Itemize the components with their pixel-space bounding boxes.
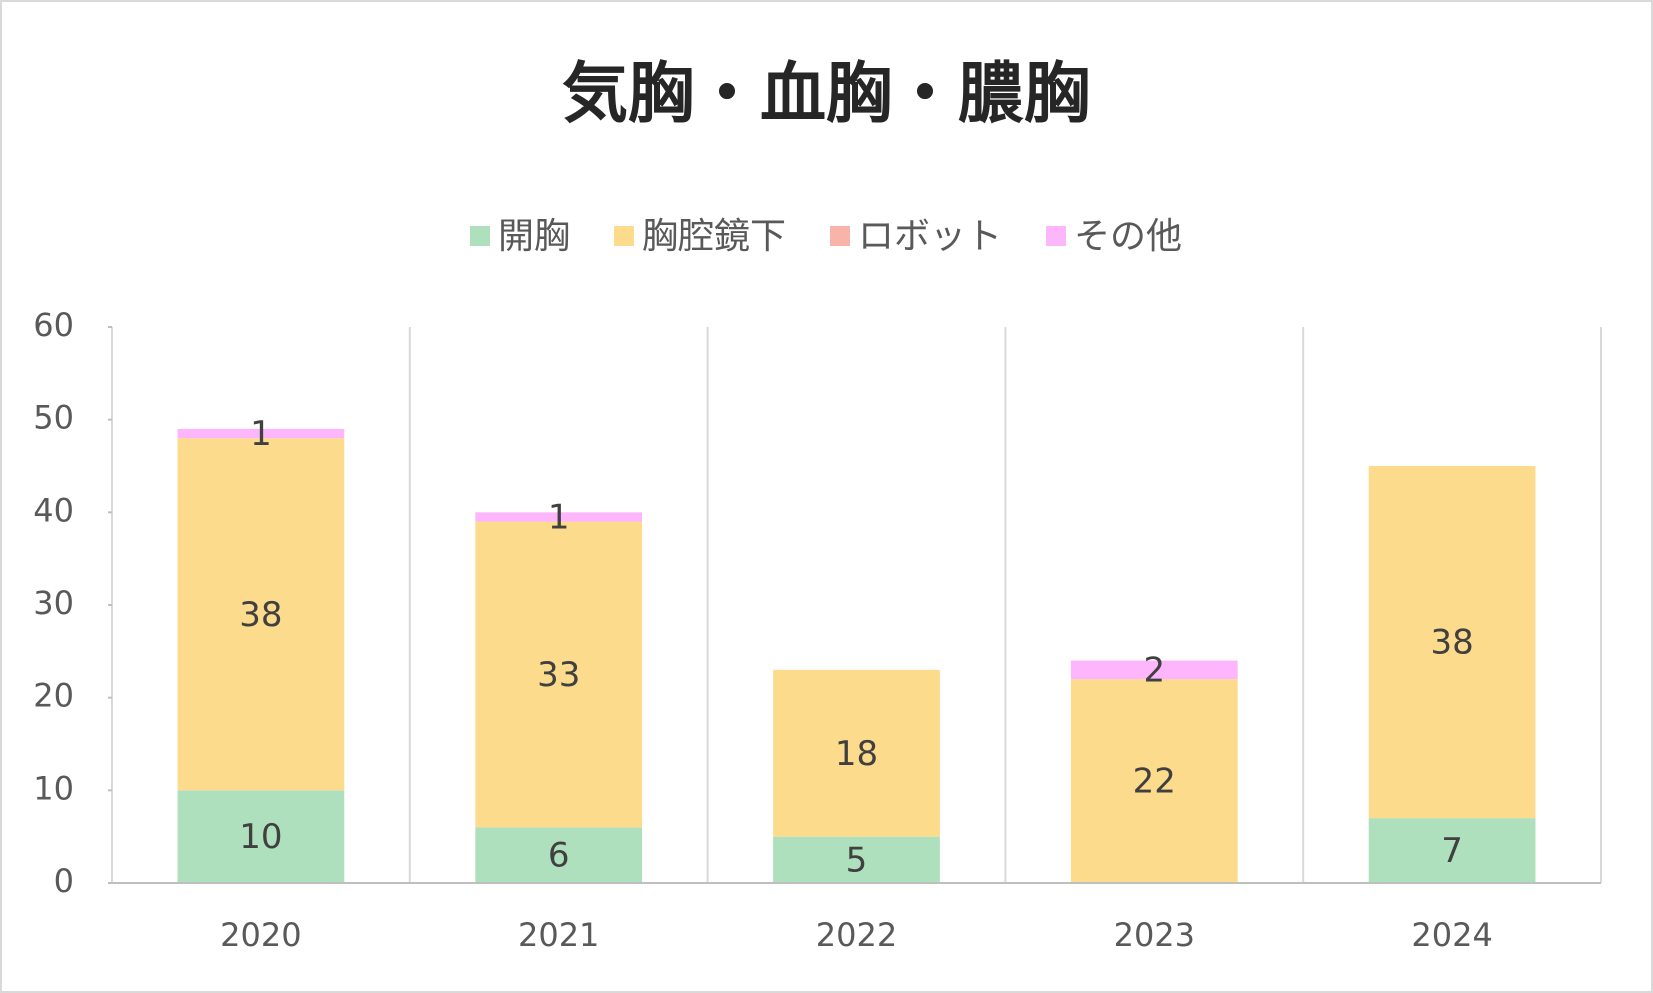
data-label: 38 [239, 595, 282, 635]
legend-marker [830, 226, 850, 246]
bar-segment [1368, 818, 1536, 883]
y-tick-label: 30 [33, 584, 74, 622]
y-tick-label: 50 [33, 399, 74, 437]
x-tick-label: 2023 [1114, 916, 1195, 954]
bar-segment [475, 521, 643, 828]
bar-segment [1070, 660, 1238, 680]
bar-segment [177, 428, 345, 439]
data-label: 6 [548, 836, 570, 876]
data-label: 38 [1430, 623, 1473, 663]
chart-title: 気胸・血胸・膿胸 [562, 55, 1090, 132]
legend-marker [1046, 226, 1067, 246]
x-tick-label: 2020 [220, 916, 301, 954]
bar-segment [1368, 466, 1536, 819]
data-label: 22 [1133, 762, 1176, 802]
data-label: 1 [548, 497, 570, 537]
legend-label: 開胸 [498, 216, 570, 257]
x-tick-label: 2022 [816, 916, 897, 954]
y-tick-label: 40 [33, 491, 74, 529]
data-label: 18 [835, 734, 878, 774]
bar-segment [475, 827, 643, 883]
y-tick-label: 60 [33, 306, 74, 344]
y-tick-label: 20 [33, 677, 74, 715]
data-label: 5 [846, 840, 868, 880]
y-tick-label: 0 [54, 862, 74, 900]
legend-label: その他 [1074, 216, 1182, 257]
x-tick-label: 2021 [518, 916, 599, 954]
bar-segment [475, 512, 643, 522]
data-label: 7 [1441, 831, 1463, 871]
legend-label: 胸腔鏡下 [642, 216, 786, 257]
legend-marker [469, 226, 490, 246]
legend-marker [613, 226, 634, 246]
x-tick-label: 2024 [1411, 916, 1492, 954]
bar-segment [773, 669, 940, 837]
legend-label: ロボット [858, 216, 1002, 257]
y-tick-label: 10 [33, 769, 74, 807]
bar-segment [773, 836, 940, 883]
data-label: 10 [239, 817, 282, 857]
bar-segment [177, 790, 345, 883]
data-label: 1 [250, 414, 272, 454]
data-label: 33 [537, 655, 580, 695]
bar-segment [177, 438, 345, 791]
bar-segment [1070, 679, 1238, 883]
data-label: 2 [1143, 650, 1165, 690]
